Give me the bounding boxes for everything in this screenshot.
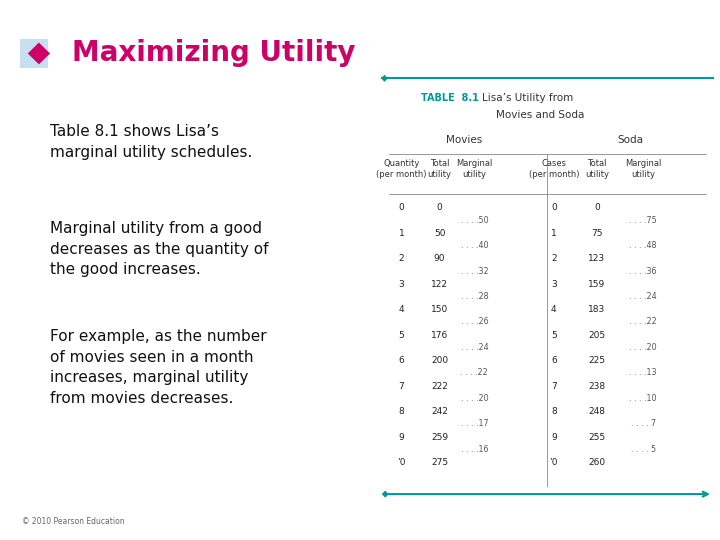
Text: . . . .48: . . . .48 [629, 241, 657, 250]
Text: 260: 260 [588, 458, 606, 467]
Text: Table 8.1 shows Lisa’s
marginal utility schedules.: Table 8.1 shows Lisa’s marginal utility … [50, 124, 253, 160]
Text: 0: 0 [551, 204, 557, 212]
Text: 0: 0 [594, 204, 600, 212]
Text: Maximizing Utility: Maximizing Utility [72, 39, 356, 68]
Text: . . . .22: . . . .22 [629, 318, 657, 327]
Text: . . . .32: . . . .32 [461, 267, 488, 275]
Text: . . . .50: . . . .50 [461, 215, 488, 225]
Text: . . . .10: . . . .10 [629, 394, 657, 403]
Text: 9: 9 [551, 433, 557, 442]
Text: 8: 8 [551, 407, 557, 416]
Polygon shape [28, 43, 50, 64]
Text: . . . .20: . . . .20 [461, 394, 488, 403]
Text: 183: 183 [588, 305, 606, 314]
Text: Lisa’s Utility from: Lisa’s Utility from [482, 93, 574, 104]
Text: Total
utility: Total utility [428, 159, 451, 179]
Text: 205: 205 [588, 330, 606, 340]
Text: 200: 200 [431, 356, 448, 365]
Text: 6: 6 [399, 356, 405, 365]
Text: TABLE  8.1: TABLE 8.1 [421, 93, 479, 104]
Text: . . . .16: . . . .16 [461, 445, 488, 454]
Text: 3: 3 [551, 280, 557, 289]
Text: . . . .17: . . . .17 [461, 419, 488, 428]
Text: 123: 123 [588, 254, 606, 264]
Text: . . . .40: . . . .40 [461, 241, 488, 250]
Text: 6: 6 [551, 356, 557, 365]
Text: ’0: ’0 [549, 458, 558, 467]
Text: Soda: Soda [617, 136, 643, 145]
Text: 7: 7 [551, 382, 557, 390]
Text: 150: 150 [431, 305, 448, 314]
Text: Marginal
utility: Marginal utility [625, 159, 662, 179]
Text: Movies and Soda: Movies and Soda [496, 110, 584, 120]
Text: . . . . 7: . . . . 7 [631, 419, 656, 428]
Text: 225: 225 [588, 356, 606, 365]
Text: 248: 248 [588, 407, 606, 416]
Text: For example, as the number
of movies seen in a month
increases, marginal utility: For example, as the number of movies see… [50, 329, 267, 406]
Polygon shape [382, 490, 389, 498]
Text: 0: 0 [399, 204, 405, 212]
Text: . . . .20: . . . .20 [629, 343, 657, 352]
Text: 75: 75 [591, 229, 603, 238]
Text: 9: 9 [399, 433, 405, 442]
Text: 238: 238 [588, 382, 606, 390]
Text: Movies: Movies [446, 136, 482, 145]
Text: . . . .26: . . . .26 [461, 318, 488, 327]
Polygon shape [381, 75, 388, 82]
Text: 1: 1 [399, 229, 405, 238]
Text: 242: 242 [431, 407, 448, 416]
Text: 159: 159 [588, 280, 606, 289]
Text: ’0: ’0 [397, 458, 406, 467]
Text: . . . .24: . . . .24 [461, 343, 488, 352]
Text: 176: 176 [431, 330, 448, 340]
Text: . . . .24: . . . .24 [629, 292, 657, 301]
Text: . . . .75: . . . .75 [629, 215, 657, 225]
Text: Quantity
(per month): Quantity (per month) [377, 159, 427, 179]
Text: . . . .22: . . . .22 [461, 368, 488, 377]
Text: Total
utility: Total utility [585, 159, 609, 179]
Text: . . . .13: . . . .13 [629, 368, 657, 377]
Text: 50: 50 [434, 229, 445, 238]
Text: 0: 0 [437, 204, 442, 212]
Text: 259: 259 [431, 433, 448, 442]
Text: © 2010 Pearson Education: © 2010 Pearson Education [22, 517, 125, 526]
Text: . . . .28: . . . .28 [461, 292, 488, 301]
Text: 4: 4 [551, 305, 557, 314]
Text: 5: 5 [551, 330, 557, 340]
Text: 5: 5 [399, 330, 405, 340]
Text: 7: 7 [399, 382, 405, 390]
Text: . . . . 5: . . . . 5 [631, 445, 656, 454]
Text: 1: 1 [551, 229, 557, 238]
Text: 255: 255 [588, 433, 606, 442]
Text: Cases
(per month): Cases (per month) [528, 159, 579, 179]
Text: 122: 122 [431, 280, 448, 289]
Text: 90: 90 [434, 254, 445, 264]
Text: . . . .36: . . . .36 [629, 267, 657, 275]
Text: 2: 2 [399, 254, 405, 264]
Text: 222: 222 [431, 382, 448, 390]
Text: Marginal utility from a good
decreases as the quantity of
the good increases.: Marginal utility from a good decreases a… [50, 221, 269, 277]
Text: 8: 8 [399, 407, 405, 416]
Text: 275: 275 [431, 458, 448, 467]
Text: 2: 2 [551, 254, 557, 264]
FancyBboxPatch shape [20, 39, 48, 68]
Text: 4: 4 [399, 305, 405, 314]
Text: 3: 3 [399, 280, 405, 289]
Text: Marginal
utility: Marginal utility [456, 159, 492, 179]
